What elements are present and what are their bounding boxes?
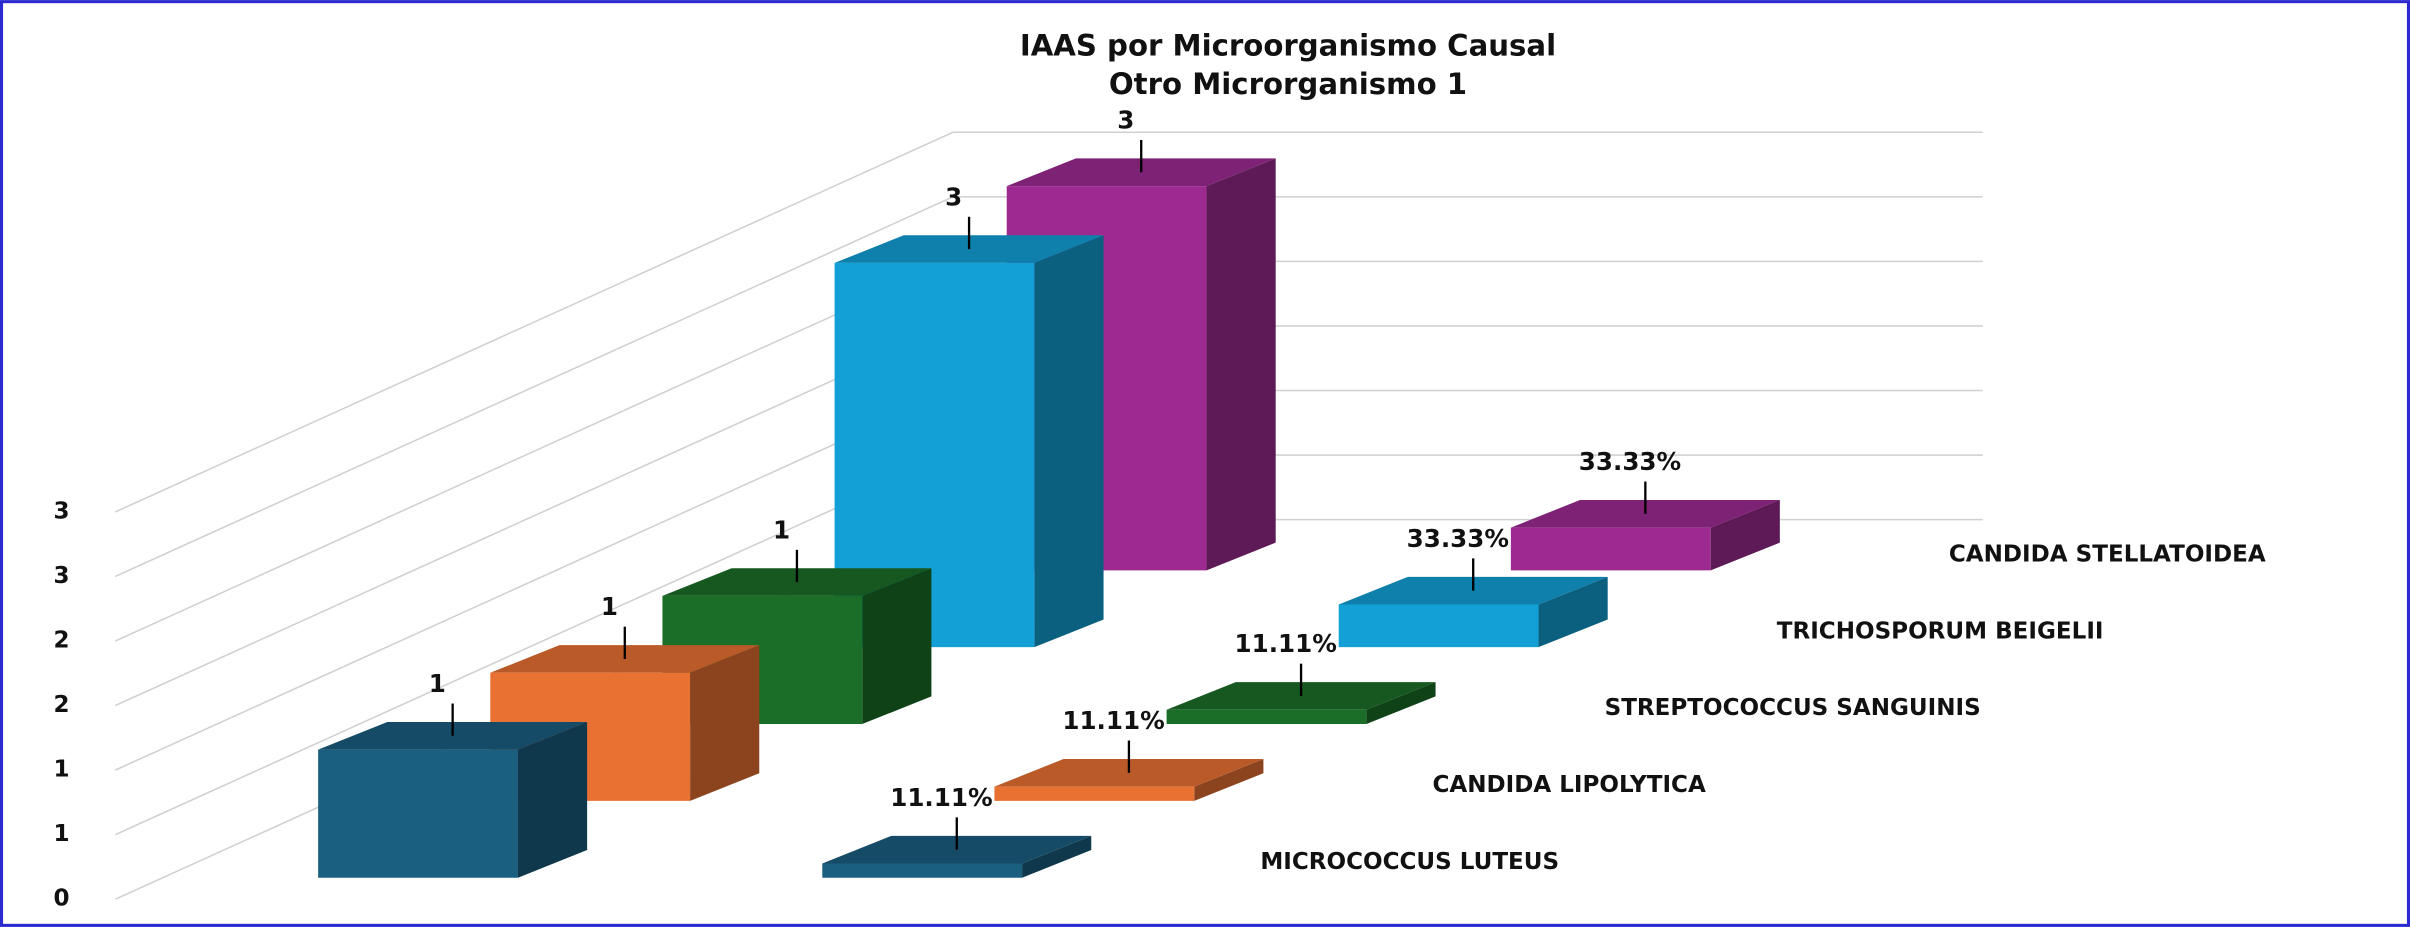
value-label: 11.11%	[1062, 706, 1164, 735]
value-label: 3	[945, 182, 962, 211]
grid-line	[114, 131, 954, 513]
grid-line	[114, 325, 954, 707]
y-tick-label: 3	[53, 563, 69, 589]
grid-line	[114, 196, 954, 578]
y-tick-label: 1	[53, 821, 69, 847]
y-tick-label: 2	[53, 628, 69, 654]
bar	[318, 721, 588, 878]
value-label: 33.33%	[1579, 447, 1681, 476]
grid-line	[114, 389, 954, 771]
y-tick-label: 2	[53, 692, 69, 718]
bar	[822, 835, 1092, 878]
grid-line	[114, 454, 954, 836]
value-label: 11.11%	[890, 783, 992, 812]
category-label: CANDIDA LIPOLYTICA	[1432, 772, 1705, 798]
grid-line	[114, 260, 954, 642]
value-label: 1	[773, 515, 790, 544]
value-label: 33.33%	[1407, 524, 1509, 553]
y-tick-label: 1	[53, 757, 69, 783]
category-label: CANDIDA STELLATOIDEA	[1949, 541, 2266, 567]
category-label: MICROCOCCUS LUTEUS	[1260, 849, 1559, 875]
chart-title: IAAS por Microorganismo Causal	[1020, 29, 1556, 63]
chart-subtitle: Otro Microrganismo 1	[1109, 67, 1467, 101]
category-label: TRICHOSPORUM BEIGELII	[1777, 618, 2104, 644]
value-label: 11.11%	[1235, 629, 1337, 658]
y-tick-label: 0	[53, 886, 69, 912]
y-tick-label: 3	[53, 498, 69, 524]
value-label: 1	[601, 592, 618, 621]
value-label: 1	[429, 669, 446, 698]
bar	[1510, 499, 1780, 571]
category-label: STREPTOCOCCUS SANGUINIS	[1605, 695, 1981, 721]
value-label: 3	[1117, 106, 1134, 135]
bar	[834, 235, 1104, 648]
